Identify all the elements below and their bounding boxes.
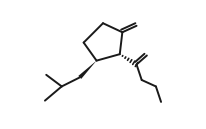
Polygon shape bbox=[78, 61, 97, 79]
